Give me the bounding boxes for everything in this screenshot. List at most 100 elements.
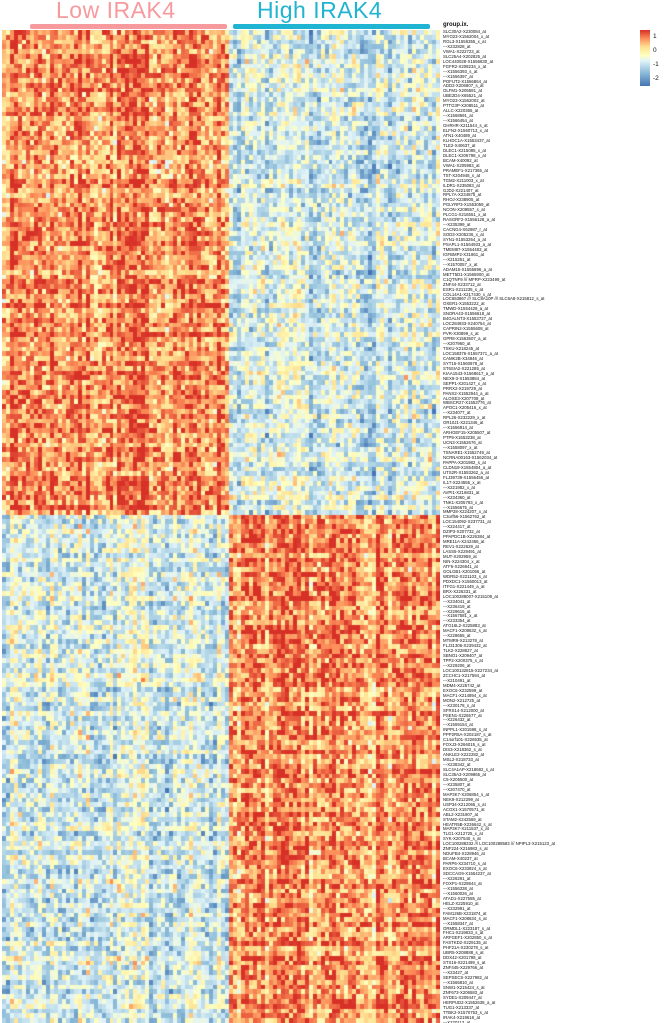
- row-label: FGFR2-X208234_x_at: [443, 63, 487, 69]
- low-group-label: Low IRAK4: [56, 0, 176, 23]
- row-label: PPAPDC1B-X226384_at: [443, 534, 491, 540]
- row-label: CAMK2B-X34846_at: [443, 355, 483, 361]
- row-label: ---X232828_at: [443, 43, 471, 49]
- row-label: ---X221982_x_at: [443, 484, 476, 490]
- row-label: IRAK4-X219618_at: [443, 1014, 481, 1020]
- row-label: MACF1-X208632_s_at: [443, 628, 487, 634]
- row-label: TTBK2-X1570753_s_at: [443, 1009, 488, 1015]
- row-label: IGFBMP2-X31861_at: [443, 251, 485, 257]
- row-label: ---X207470_at: [443, 786, 471, 792]
- row-label: FHC1-X219833_s_at: [443, 930, 484, 936]
- row-label: ---X1568691_at: [443, 113, 473, 119]
- row-label: SLC35A3-X209865_at: [443, 771, 487, 777]
- legend-tick-label: 0: [653, 47, 657, 54]
- row-label: C3orf56-X1562762_at: [443, 514, 486, 520]
- row-label: MSL2-X218733_at: [443, 757, 479, 763]
- row-label: ARFGEF1-X202850_s_at: [443, 935, 492, 941]
- row-label: PSAPL1-X1564933_a_at: [443, 241, 492, 247]
- row-label: UBR5-X208888_s_at: [443, 950, 484, 956]
- row-label: CACNG4-X62987_r_at: [443, 227, 487, 233]
- row-label: ADD2-X206807_s_at: [443, 83, 484, 89]
- row-label: LOC284933-X240754_at: [443, 321, 491, 327]
- row-label: UCN3-X1552676_at: [443, 440, 482, 446]
- row-label: PDXDC1-X1560013_at: [443, 578, 488, 584]
- row-label: PANX2-X1552944_a_at: [443, 390, 489, 396]
- row-label: MMP28-X224207_x_at: [443, 509, 487, 515]
- row-label: ---X1556338_at: [443, 885, 473, 891]
- row-label: ---X230178_s_at: [443, 702, 476, 708]
- row-label: INPPL1-X201598_s_at: [443, 727, 487, 733]
- row-label: SNW1-X215424_s_at: [443, 984, 485, 990]
- row-label: SFRS14-X212000_at: [443, 707, 484, 713]
- row-label: FLJ31306-X239432_at: [443, 643, 487, 649]
- row-label: TMWD-X1554429_a_at: [443, 306, 489, 312]
- row-label: ---X210491_at: [443, 677, 471, 683]
- row-label: ANKLE2-X222282_at: [443, 752, 485, 758]
- row-label: SNORA43-X1556618_at: [443, 311, 491, 317]
- row-label: MDM4-X225742_at: [443, 682, 481, 688]
- row-label: UTS2R-X1553262_a_at: [443, 469, 489, 475]
- row-label: SBNO1-X209407_at: [443, 653, 483, 659]
- row-label: C1QTNF9 /// MFRP-X223499_at: [443, 276, 506, 282]
- row-label: KLHDC1A-X1553437_at: [443, 137, 490, 143]
- row-label: HERPUD2-X1552638_a_at: [443, 999, 496, 1005]
- row-label: TUG1-X213337_at: [443, 1004, 480, 1010]
- row-label: ORMDL1-X223187_s_at: [443, 925, 491, 931]
- row-label: DIS3-X218362_s_at: [443, 747, 482, 753]
- row-label: NDUFB4-X228946_at: [443, 851, 485, 857]
- row-label: BCAM-X40237_at: [443, 856, 478, 862]
- legend-tick-label: -2: [653, 75, 659, 82]
- row-label: ABL2-X231907_at: [443, 811, 479, 817]
- color-scale-legend: [640, 30, 650, 86]
- row-label: RGL3-X1556355_x_at: [443, 38, 486, 44]
- row-label: UBE2D4-X65521_at: [443, 93, 482, 99]
- row-label: SYK-X207540_s_at: [443, 836, 481, 842]
- row-label: OXER1-X1553222_at: [443, 301, 485, 307]
- row-label: EXOC6-X233924_s_at: [443, 866, 487, 872]
- low-group-bar: [30, 24, 227, 29]
- row-label: BRX-X226331_at: [443, 588, 477, 594]
- row-label: LOC100288332 /// LOC100288583 /// NPIPL3…: [443, 841, 556, 847]
- row-label: LOC653867 /// SLC8A10P /// SLC6A8-X21581…: [443, 296, 545, 302]
- row-label: CLDN19-X1554804_a_at: [443, 464, 492, 470]
- row-label: REV1-X222629_at: [443, 544, 479, 550]
- row-label: ---X1565810_at: [443, 980, 473, 985]
- row-label: ZNF673-X206583_at: [443, 989, 484, 995]
- high-group-label: High IRAK4: [257, 0, 383, 23]
- row-label: LOC440028-X1556830_at: [443, 58, 494, 64]
- row-label: ZCCHC1-X217594_at: [443, 672, 486, 678]
- row-label: MACF1-X214894_x_at: [443, 692, 487, 698]
- row-label: TMEM87-X1554483_at: [443, 246, 488, 252]
- row-label: RASGRF2-X1556128_a_at: [443, 217, 496, 223]
- row-label: ---X234041_at: [443, 598, 471, 604]
- row-label: MACF1-X208634_s_at: [443, 915, 487, 921]
- row-label: BCAM-X40092_at: [443, 157, 478, 163]
- row-label: ---X207960_at: [443, 341, 471, 347]
- row-label: ---X236419_at: [443, 603, 471, 609]
- row-label: ATN1-X40489_at: [443, 133, 476, 139]
- row-label: LOC154092-X237731_at: [443, 519, 491, 525]
- row-label: ---X226291_at: [443, 875, 471, 881]
- row-label: ILDR1-X235083_at: [443, 182, 480, 188]
- row-label: MYO23-X1562004_x_at: [443, 33, 490, 39]
- row-label: ---X238342_at: [443, 762, 471, 768]
- row-label: NEK9-X212299_at: [443, 796, 479, 802]
- row-label: HEATR5B-X236642_s_at: [443, 821, 492, 827]
- row-label: MTMR9-X213278_at: [443, 638, 483, 644]
- row-label-header: group.ix.: [443, 22, 469, 28]
- row-label: ---X229615_at: [443, 608, 471, 614]
- row-label: SLC4A1AP-X218682_s_at: [443, 767, 494, 773]
- row-label: ---X1556393_s_at: [443, 68, 478, 74]
- row-label: VWA1-X205983_at: [443, 162, 480, 168]
- row-label: ---X232991_at: [443, 905, 471, 911]
- row-label: AVPI1-X216831_at: [443, 489, 480, 495]
- row-label: C14orf101-X226535_at: [443, 737, 488, 743]
- row-label: USP34-X212065_s_at: [443, 801, 486, 807]
- row-label: B4GALNT3-X1553727_at: [443, 316, 492, 322]
- row-label: STAM2-X242569_at: [443, 816, 482, 822]
- row-label: IL17-X224555_x_at: [443, 479, 481, 485]
- row-label: ADAM15-X1555896_a_at: [443, 266, 492, 272]
- row-label-column: SLC30A2-X230084_at MYO23-X1562004_x_at RGL…: [443, 29, 663, 1023]
- row-label: ARHGEF15-X205507_at: [443, 430, 491, 436]
